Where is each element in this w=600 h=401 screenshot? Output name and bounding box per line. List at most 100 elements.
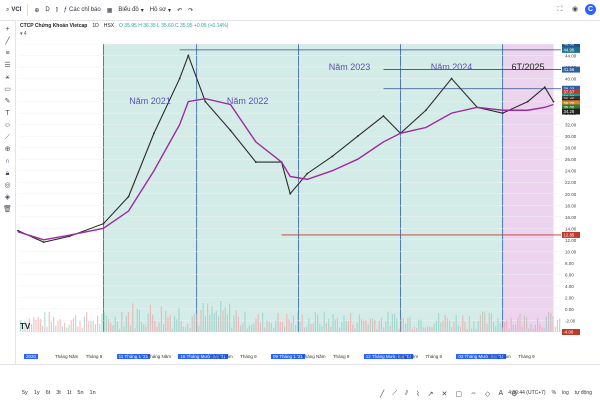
volume-bar [204, 315, 206, 332]
volume-bar [277, 312, 279, 332]
eye-icon[interactable]: ◎ [4, 182, 11, 189]
volume-bar [55, 325, 57, 332]
pattern-icon[interactable]: ⚹ [5, 74, 10, 81]
settings-tool-icon[interactable]: ⚙ [511, 391, 518, 398]
parallel-tool-icon[interactable]: ⫽ [405, 390, 409, 397]
volume-bar [264, 327, 266, 332]
shape-tool-icon[interactable]: ◇ [485, 391, 491, 398]
volume-bar [114, 316, 116, 332]
y-tick-label: 8.00 [565, 261, 574, 266]
layout-button[interactable]: ▦ [107, 7, 113, 14]
chart-type-button[interactable]: ⫾ [56, 7, 58, 14]
volume-bar [154, 320, 156, 332]
undo-button[interactable]: ↶ [177, 7, 182, 14]
lock-icon[interactable]: 🔒︎ [5, 170, 10, 177]
volume-bar [46, 326, 48, 332]
chevron-down-icon: ▾ [140, 7, 144, 14]
volume-bar [484, 312, 486, 332]
measure-tool-icon[interactable]: ⇔ [470, 390, 478, 397]
cross-tool-icon[interactable]: ✕ [441, 391, 448, 398]
trash-icon[interactable]: 🗑︎ [3, 206, 12, 213]
smiley-icon[interactable]: ☺ [3, 122, 12, 129]
indicators-button[interactable]: ƒ Các chỉ báo [64, 7, 101, 13]
volume-bar [262, 312, 264, 332]
volume-bar [143, 324, 145, 332]
horizontal-lines-icon[interactable]: ≡ [5, 50, 10, 57]
range-button[interactable]: 1n [89, 390, 96, 396]
price-chart-area[interactable]: Năm 2021 Năm 2022 Năm 2023 Năm 2024 6T/2025 … [16, 41, 596, 355]
x-tick-label: Tháng 9 [425, 354, 442, 359]
brush-icon[interactable]: ✎ [4, 98, 11, 105]
fib-icon[interactable]: ☰ [4, 62, 11, 69]
legend-indicator-toggle[interactable]: ▾ 4 [20, 31, 228, 37]
rectangle-icon[interactable]: ▭ [4, 86, 11, 93]
volume-bar [42, 325, 44, 332]
x-tick-label: Tháng Năm [487, 354, 511, 359]
symbol-search[interactable]: ⌕ VCI [6, 7, 21, 14]
range-button[interactable]: 1t [66, 390, 72, 396]
percent-toggle[interactable]: % [551, 390, 557, 396]
volume-bar [64, 322, 66, 332]
profile-menu-button[interactable]: Hồ sơ ▾ [150, 7, 171, 14]
path-tool-icon[interactable]: ⌇ [416, 391, 420, 398]
volume-bar [97, 315, 99, 332]
volume-bar [552, 316, 554, 332]
ruler-icon[interactable]: ⟋ [5, 134, 10, 141]
volume-bar [468, 315, 470, 332]
line-tool-icon[interactable]: ╱ [380, 391, 385, 398]
volume-bar [334, 319, 336, 332]
range-button[interactable]: 3t [56, 390, 61, 396]
layers-icon[interactable]: ◈ [4, 194, 11, 201]
price-tag [562, 231, 580, 238]
legend-indicator-count: 4 [23, 31, 27, 37]
text-tool-icon[interactable]: A [498, 390, 504, 397]
range-button[interactable]: 6t [45, 390, 51, 396]
volume-layer [20, 300, 561, 332]
ray-tool-icon[interactable]: ⟋ [392, 390, 398, 397]
y-tick-label: 40.00 [565, 77, 577, 82]
price-tag-label: 46.00 [564, 44, 575, 47]
volume-bar [451, 327, 453, 332]
price-point [501, 112, 504, 115]
magnet-icon[interactable]: ∩ [4, 158, 11, 165]
volume-bar [523, 315, 525, 332]
price-point [424, 109, 427, 112]
volume-bar [365, 320, 367, 332]
volume-bar [171, 328, 173, 332]
price-tag-label: 34.28 [564, 109, 575, 114]
volume-bar [288, 319, 290, 332]
trend-line-icon[interactable]: ╱ [5, 38, 10, 45]
range-button[interactable]: 1y [33, 390, 40, 396]
volume-bar [187, 323, 189, 332]
price-point [17, 229, 19, 232]
range-button[interactable]: 5y [22, 390, 28, 396]
text-icon[interactable]: T [5, 110, 10, 117]
zone-label: Năm 2021 [129, 96, 171, 106]
auto-toggle[interactable]: tự động [574, 390, 592, 396]
range-button[interactable]: 5n [77, 390, 84, 396]
redo-button[interactable]: ↷ [188, 7, 193, 14]
interval-button[interactable]: D [45, 7, 49, 13]
y-tick-label: 18.00 [565, 203, 577, 208]
volume-bar [174, 315, 176, 332]
volume-bar [517, 317, 519, 332]
log-toggle[interactable]: log [562, 390, 569, 396]
fullscreen-icon[interactable]: ⛶ [557, 5, 563, 13]
zoom-in-icon[interactable]: ⊕ [4, 146, 11, 153]
volume-bar [442, 320, 444, 332]
volume-bar [83, 316, 85, 332]
arrow-tool-icon[interactable]: ↗ [427, 391, 434, 398]
crosshair-icon[interactable]: + [5, 26, 10, 33]
y-tick-label: 32.00 [565, 123, 577, 128]
add-symbol-button[interactable]: ⊕ [34, 7, 39, 14]
y-tick-label: 16.00 [565, 215, 577, 220]
legend-interval: 1D [92, 23, 99, 29]
volume-bar [495, 325, 497, 332]
volume-bar [482, 311, 484, 332]
y-tick-label: 26.00 [565, 157, 577, 162]
chart-menu-button[interactable]: Biểu đồ ▾ [118, 7, 143, 14]
camera-icon[interactable]: ◉ [571, 5, 579, 13]
volume-bar [127, 312, 129, 332]
hline-layer [179, 49, 561, 236]
square-tool-icon[interactable]: ▢ [455, 391, 463, 398]
